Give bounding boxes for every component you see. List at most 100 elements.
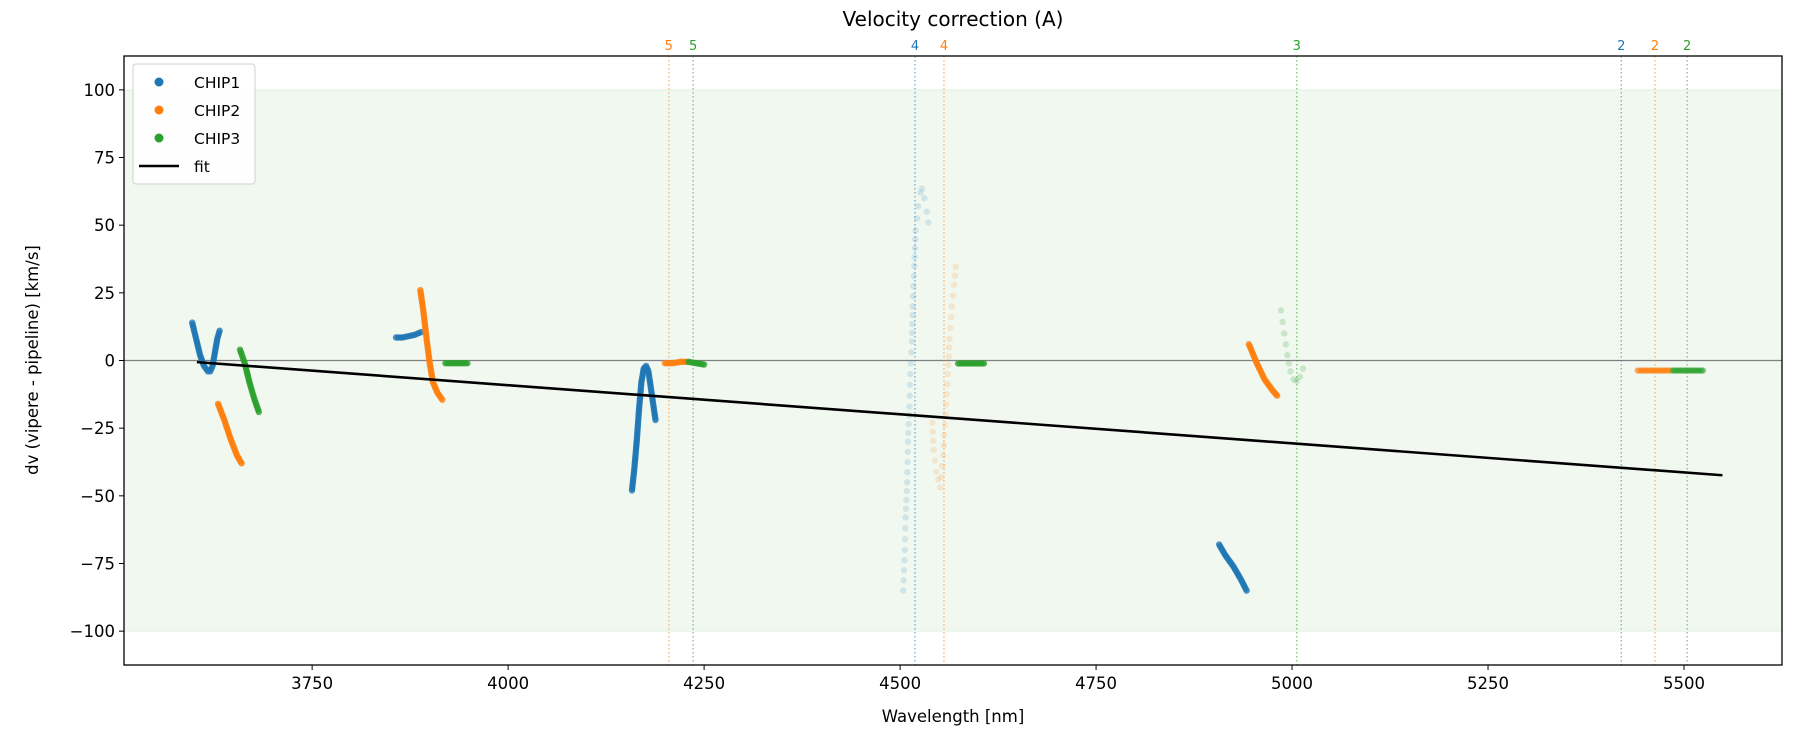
x-tick-label: 4000 bbox=[487, 674, 529, 693]
x-tick-label: 4250 bbox=[683, 674, 725, 693]
data-point-chip1 bbox=[901, 546, 908, 554]
data-point-chip2 bbox=[952, 263, 959, 270]
data-point-chip1 bbox=[910, 282, 917, 290]
y-tick-label: −100 bbox=[70, 622, 115, 641]
chart-title: Velocity correction (A) bbox=[843, 7, 1064, 31]
data-point-chip2 bbox=[932, 468, 940, 475]
data-point-chip3 bbox=[1279, 318, 1286, 326]
legend-marker-chip2 bbox=[154, 105, 164, 115]
data-point-chip3 bbox=[1281, 330, 1288, 337]
data-point-chip1 bbox=[901, 535, 909, 543]
data-point-chip2 bbox=[930, 437, 937, 444]
data-point-chip2 bbox=[941, 431, 948, 439]
data-point-chip1 bbox=[921, 194, 928, 202]
data-point-chip1 bbox=[918, 185, 926, 192]
y-tick-label: 50 bbox=[94, 216, 115, 235]
data-point-chip2 bbox=[943, 391, 950, 398]
data-point-chip3 bbox=[1287, 368, 1294, 375]
data-point-chip2 bbox=[951, 272, 959, 279]
data-point-chip3 bbox=[255, 408, 263, 416]
data-point-chip2 bbox=[947, 313, 955, 321]
data-point-chip1 bbox=[904, 438, 912, 445]
data-point-chip1 bbox=[902, 514, 909, 521]
legend-label: CHIP2 bbox=[194, 102, 240, 120]
data-point-chip2 bbox=[940, 452, 947, 459]
data-point-chip1 bbox=[925, 219, 932, 226]
data-point-chip1 bbox=[909, 303, 916, 310]
legend-label: CHIP1 bbox=[194, 74, 240, 92]
y-tick-label: 25 bbox=[94, 284, 115, 303]
data-point-chip3 bbox=[1282, 341, 1289, 348]
order-label: 3 bbox=[1293, 39, 1301, 54]
data-point-chip3 bbox=[700, 361, 708, 368]
order-label: 4 bbox=[911, 39, 919, 54]
data-point-chip1 bbox=[902, 525, 909, 532]
data-point-chip1 bbox=[901, 556, 908, 564]
data-point-chip2 bbox=[930, 446, 937, 454]
data-point-chip1 bbox=[923, 208, 930, 215]
data-point-chip3 bbox=[1285, 360, 1293, 367]
data-point-chip1 bbox=[905, 429, 912, 437]
data-point-chip2 bbox=[929, 419, 936, 426]
data-point-chip1 bbox=[911, 244, 919, 252]
data-point-chip2 bbox=[931, 457, 939, 464]
data-point-chip2 bbox=[439, 396, 446, 403]
data-point-chip2 bbox=[948, 303, 956, 310]
legend-marker-chip3 bbox=[154, 133, 164, 143]
data-point-chip1 bbox=[904, 458, 911, 466]
y-tick-label: 75 bbox=[94, 149, 115, 168]
x-tick-label: 3750 bbox=[291, 674, 333, 693]
data-point-chip1 bbox=[909, 293, 917, 300]
y-tick-label: 0 bbox=[105, 352, 116, 371]
data-point-chip3 bbox=[1699, 367, 1707, 374]
data-point-chip2 bbox=[934, 476, 942, 483]
data-point-chip1 bbox=[905, 420, 912, 428]
x-tick-label: 5250 bbox=[1467, 674, 1509, 693]
y-tick-label: −75 bbox=[80, 555, 115, 574]
data-point-chip1 bbox=[907, 370, 914, 378]
data-point-chip2 bbox=[945, 353, 952, 360]
data-point-chip2 bbox=[929, 428, 936, 435]
data-point-chip1 bbox=[907, 360, 914, 367]
x-tick-label: 4500 bbox=[879, 674, 921, 693]
data-point-chip2 bbox=[947, 324, 954, 332]
y-axis-label: dv (vipere - pipeline) [km/s] bbox=[23, 245, 42, 475]
data-point-chip3 bbox=[1277, 307, 1285, 314]
x-tick-label: 5000 bbox=[1271, 674, 1313, 693]
data-point-chip2 bbox=[941, 421, 949, 428]
order-label: 2 bbox=[1683, 39, 1691, 54]
data-point-chip3 bbox=[1296, 373, 1304, 380]
y-tick-label: 100 bbox=[84, 81, 116, 100]
data-point-chip3 bbox=[1290, 376, 1297, 383]
order-label: 2 bbox=[1651, 39, 1659, 54]
data-point-chip1 bbox=[908, 349, 915, 356]
data-point-chip1 bbox=[652, 416, 659, 424]
data-point-chip1 bbox=[900, 577, 907, 584]
data-point-chip2 bbox=[1273, 392, 1281, 399]
y-tick-label: −50 bbox=[80, 487, 115, 506]
data-point-chip1 bbox=[908, 338, 916, 345]
data-point-chip1 bbox=[914, 203, 922, 210]
data-point-chip1 bbox=[903, 479, 911, 486]
x-tick-label: 4750 bbox=[1075, 674, 1117, 693]
x-axis-label: Wavelength [nm] bbox=[882, 707, 1025, 726]
fit-line bbox=[196, 360, 1723, 477]
data-point-chip1 bbox=[906, 381, 914, 389]
data-point-chip2 bbox=[945, 362, 952, 369]
data-point-chip1 bbox=[913, 215, 921, 222]
data-point-chip3 bbox=[464, 360, 471, 367]
data-point-chip1 bbox=[903, 487, 910, 495]
data-point-chip3 bbox=[980, 360, 988, 367]
legend-label: fit bbox=[194, 158, 210, 176]
data-point-chip2 bbox=[937, 473, 945, 481]
data-points bbox=[189, 185, 1707, 594]
data-point-chip2 bbox=[944, 380, 951, 388]
data-point-chip2 bbox=[238, 460, 245, 467]
data-point-chip1 bbox=[917, 189, 924, 196]
data-point-chip2 bbox=[946, 335, 953, 343]
data-point-chip1 bbox=[216, 327, 223, 334]
order-label: 5 bbox=[665, 39, 673, 54]
data-point-chip2 bbox=[938, 462, 946, 470]
y-tick-label: −25 bbox=[80, 419, 115, 438]
data-point-chip1 bbox=[904, 468, 911, 476]
